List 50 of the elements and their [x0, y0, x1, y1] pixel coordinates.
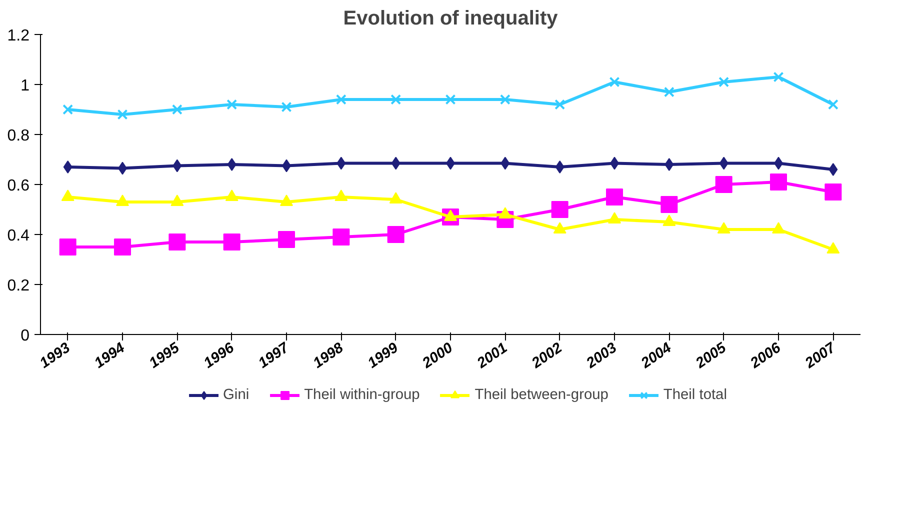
point [391, 156, 400, 170]
point [278, 231, 295, 248]
point [551, 201, 568, 218]
point [336, 156, 346, 170]
point [664, 86, 674, 98]
point [114, 238, 131, 256]
point [281, 102, 292, 112]
point [390, 94, 402, 105]
point [715, 176, 732, 193]
point [387, 226, 404, 243]
y-tick-label: 0.4 [7, 228, 30, 244]
point [606, 188, 623, 206]
point [609, 76, 620, 88]
point [664, 158, 674, 171]
point [719, 156, 728, 170]
chart-title: Evolution of inequality [343, 8, 559, 30]
point [828, 99, 838, 110]
y-tick-label: 0.8 [7, 128, 30, 144]
legend-label: Theil within-group [304, 387, 420, 403]
point [500, 94, 510, 105]
point [718, 76, 730, 88]
point [172, 159, 182, 172]
point [336, 94, 346, 105]
point [555, 160, 564, 174]
point [62, 104, 74, 115]
point [59, 238, 76, 256]
y-tick-label: 0 [20, 328, 30, 344]
point [223, 234, 240, 250]
y-tick-label: 1 [20, 78, 30, 94]
point [172, 104, 182, 115]
point [500, 156, 510, 170]
point [824, 184, 842, 200]
point [226, 99, 238, 110]
point [773, 72, 784, 82]
point [828, 163, 838, 176]
point [770, 174, 787, 190]
point [168, 234, 186, 250]
legend-label: Theil between-group [474, 387, 608, 403]
legend-label: Theil total [663, 387, 727, 403]
point [445, 94, 456, 105]
y-tick-label: 0.2 [7, 278, 30, 294]
point [227, 158, 236, 171]
point [117, 109, 128, 120]
point [63, 160, 72, 174]
point [660, 196, 678, 213]
legend-label: Gini [223, 387, 250, 403]
y-tick-label: 0.6 [7, 178, 30, 194]
point [332, 228, 350, 246]
y-tick-label: 1.2 [7, 28, 30, 44]
point [554, 99, 566, 110]
